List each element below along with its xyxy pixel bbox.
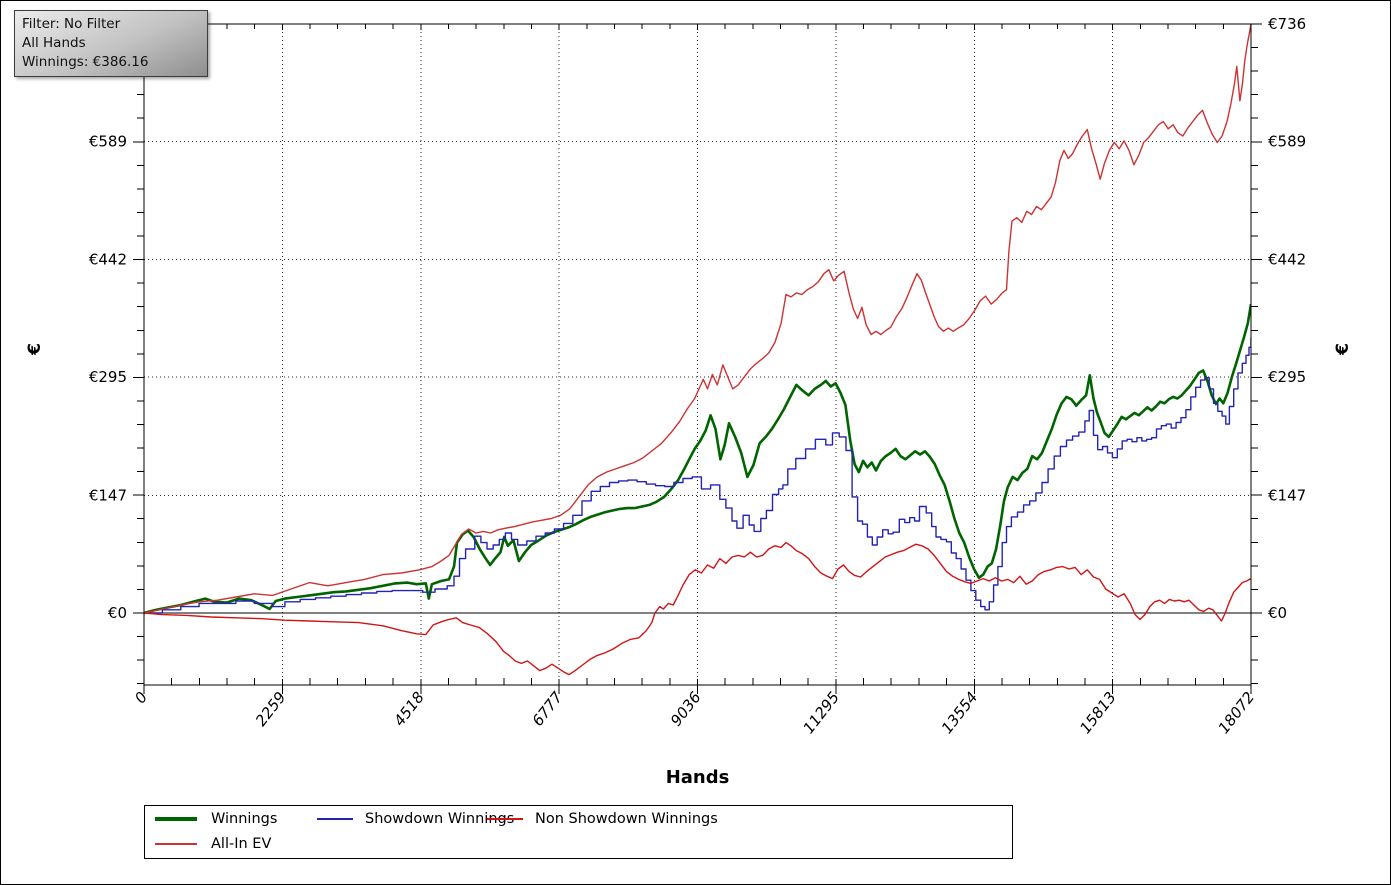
x-axis-title: Hands: [665, 767, 730, 788]
series-line-showdown-winnings: [144, 337, 1251, 614]
x-tick-label: 15813: [1076, 688, 1120, 737]
tooltip-filter-line: Filter: No Filter: [22, 16, 121, 32]
x-tick-label: 6777: [529, 688, 567, 730]
legend-label-all-in-ev: All-In EV: [211, 836, 272, 852]
showdown-winnings-line-swatch: [317, 818, 353, 820]
y-tick-label-right: €295: [1268, 368, 1306, 386]
y-tick-label-right: €736: [1268, 15, 1306, 33]
y-tick-label-left: €442: [89, 250, 127, 268]
y-axis-title-left: €: [24, 343, 45, 355]
y-axis-title-right: €: [1332, 343, 1353, 355]
filter-info-tooltip: Filter: No Filter All Hands Winnings: €3…: [14, 10, 208, 77]
all-in-ev-line-swatch: [155, 843, 197, 845]
x-tick-label: 2259: [252, 688, 290, 729]
y-tick-label-left: €0: [108, 604, 127, 622]
plot-border: [143, 23, 1252, 686]
y-tick-label-right: €147: [1268, 486, 1306, 504]
x-tick-label: 0: [131, 688, 151, 707]
tooltip-hands-line: All Hands: [22, 35, 86, 51]
y-tick-label-right: €589: [1268, 133, 1306, 151]
y-tick-label-left: €147: [89, 486, 127, 504]
legend-label-showdown-winnings: Showdown Winnings: [365, 811, 515, 827]
legend-item-non-showdown-winnings[interactable]: Non Showdown Winnings: [487, 806, 718, 832]
y-tick-label-right: €442: [1268, 250, 1306, 268]
series-line-non-showdown-winnings: [144, 541, 1251, 676]
legend-item-showdown-winnings[interactable]: Showdown Winnings: [317, 806, 514, 832]
x-tick-label: 4518: [390, 688, 428, 729]
legend-box: Winnings Showdown Winnings Non Showdown …: [144, 805, 1013, 859]
x-tick-label: 13554: [938, 688, 982, 737]
y-tick-label-right: €0: [1268, 604, 1287, 622]
y-tick-label-left: €295: [89, 368, 127, 386]
tooltip-winnings-line: Winnings: €386.16: [22, 54, 149, 70]
non-showdown-winnings-line-swatch: [487, 818, 523, 820]
x-tick-label: 11295: [799, 688, 843, 737]
series-line-all-in-ev: [144, 23, 1251, 614]
x-tick-label: 9036: [667, 688, 705, 729]
legend-item-winnings[interactable]: Winnings: [155, 806, 277, 832]
legend-label-non-showdown-winnings: Non Showdown Winnings: [535, 811, 718, 827]
x-tick-label: 18072: [1215, 688, 1259, 737]
legend-label-winnings: Winnings: [211, 811, 278, 827]
y-tick-label-left: €589: [89, 133, 127, 151]
winnings-line-swatch: [155, 817, 197, 821]
legend-item-all-in-ev[interactable]: All-In EV: [155, 831, 271, 857]
series-line-winnings: [144, 303, 1251, 615]
